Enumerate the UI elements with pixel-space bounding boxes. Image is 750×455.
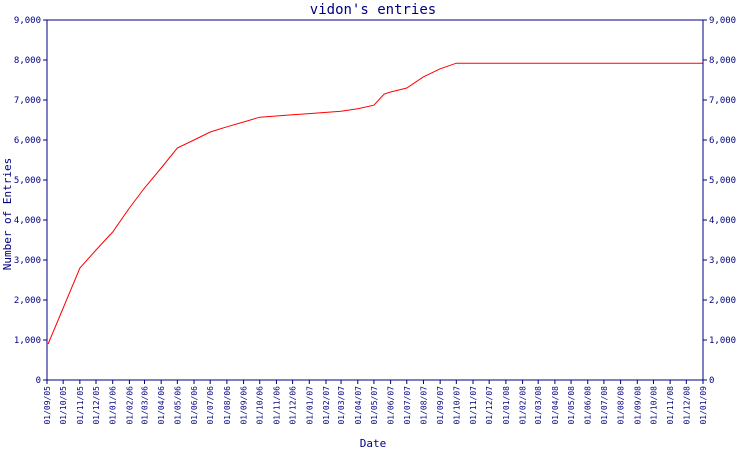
y-tick-label-left: 8,000 [14,56,41,66]
x-tick-label: 01/07/08 [600,386,609,425]
y-tick-label-right: 5,000 [709,176,736,186]
x-tick-label: 01/11/06 [272,386,281,425]
x-tick-label: 01/04/08 [551,386,560,425]
x-tick-label: 01/08/08 [617,386,626,425]
x-tick-label: 01/03/07 [337,386,346,425]
x-tick-label: 01/11/08 [666,386,675,425]
x-tick-label: 01/05/06 [173,386,182,425]
x-tick-label: 01/09/06 [240,386,249,425]
x-tick-label: 01/01/09 [699,386,708,425]
y-tick-label-right: 4,000 [709,216,736,226]
y-tick-label-right: 8,000 [709,56,736,66]
x-tick-label: 01/01/07 [305,386,314,425]
x-tick-label: 01/02/06 [125,386,134,425]
x-tick-label: 01/12/05 [92,386,101,425]
y-tick-label-right: 3,000 [709,256,736,266]
x-tick-label: 01/12/07 [485,386,494,425]
x-tick-label: 01/06/07 [387,386,396,425]
x-tick-label: 01/12/06 [289,386,298,425]
x-axis: 01/09/05 01/10/05 01/11/05 01/12/05 01/01/06… [43,380,708,425]
x-tick-label: 01/03/08 [534,386,543,425]
x-tick-label: 01/05/07 [370,386,379,425]
y-tick-label-right: 1,000 [709,336,736,346]
series-line [47,62,703,345]
y-tick-label-left: 1,000 [14,336,41,346]
x-tick-label: 01/11/07 [469,386,478,425]
series-layer [47,62,703,345]
y-tick-label-left: 0 [36,376,41,386]
x-tick-label: 01/06/08 [584,386,593,425]
x-tick-label: 01/09/07 [436,386,445,425]
x-tick-label: 01/09/08 [633,386,642,425]
x-axis-label: Date [360,437,387,450]
x-tick-label: 01/04/07 [354,386,363,425]
left-y-axis: 0 1,000 2,000 3,000 4,000 5,000 6,000 7,000 8,00… [14,16,47,386]
x-tick-label: 01/07/06 [206,386,215,425]
plot-border [46,19,704,381]
plot-frame [46,19,704,381]
y-tick-label-right: 7,000 [709,96,736,106]
x-tick-label: 01/07/07 [403,386,412,425]
y-tick-label-left: 2,000 [14,296,41,306]
y-tick-label-left: 5,000 [14,176,41,186]
x-tick-label: 01/01/06 [109,386,118,425]
y-tick-label-left: 3,000 [14,256,41,266]
y-tick-label-right: 9,000 [709,16,736,26]
y-axis-label: Number of Entries [1,158,14,271]
x-tick-label: 01/11/05 [76,386,85,425]
right-y-axis: 0 1,000 2,000 3,000 4,000 5,000 6,000 7,000 8,00… [703,16,736,386]
x-tick-label: 01/06/06 [190,386,199,425]
y-tick-label-right: 2,000 [709,296,736,306]
x-tick-label: 01/01/08 [502,386,511,425]
y-tick-label-left: 9,000 [14,16,41,26]
x-tick-label: 01/10/05 [59,386,68,425]
x-tick-label: 01/08/07 [419,386,428,425]
x-tick-label: 01/04/06 [157,386,166,425]
x-tick-label: 01/12/08 [682,386,691,425]
y-tick-label-left: 7,000 [14,96,41,106]
x-tick-label: 01/08/06 [223,386,232,425]
y-tick-label-left: 6,000 [14,136,41,146]
y-tick-label-left: 4,000 [14,216,41,226]
x-tick-label: 01/10/06 [256,386,265,425]
x-tick-label: 01/09/05 [43,386,52,425]
x-tick-label: 01/10/08 [649,386,658,425]
x-tick-label: 01/05/08 [567,386,576,425]
x-tick-label: 01/03/06 [140,386,149,425]
x-tick-label: 01/02/07 [322,386,331,425]
x-tick-label: 01/10/07 [452,386,461,425]
x-tick-label: 01/02/08 [519,386,528,425]
y-tick-label-right: 0 [709,376,714,386]
chart-title: vidon's entries [310,2,436,18]
y-tick-label-right: 6,000 [709,136,736,146]
